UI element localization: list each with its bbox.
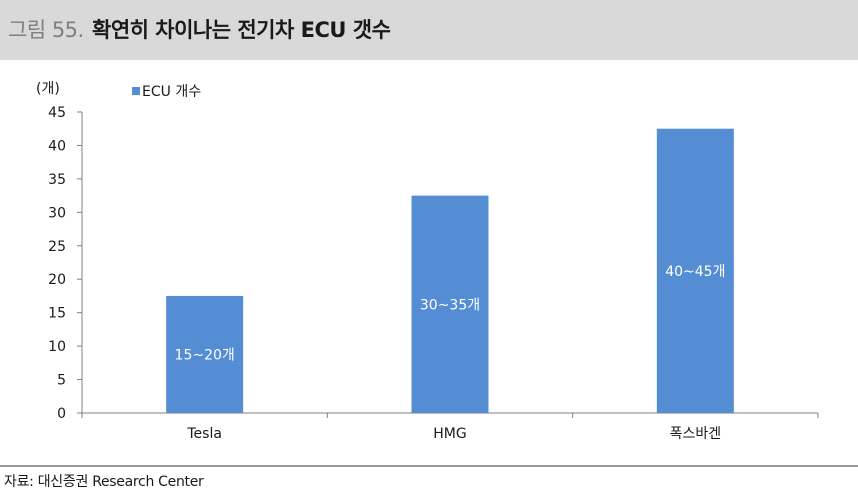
y-axis: 0 5 10 15 20 25 30 35 40 45 (개): [36, 81, 83, 422]
figure-title: 확연히 차이나는 전기차 ECU 갯수: [92, 18, 391, 42]
bar-2: [656, 128, 734, 413]
y-tick-label: 10: [48, 339, 66, 355]
source-note: 자료: 대신증권 Research Center: [4, 474, 204, 490]
figure-number: 그림 55.: [8, 18, 84, 42]
y-tick-label: 40: [48, 138, 66, 154]
x-category-label: 폭스바겐: [670, 426, 722, 442]
y-tick-label: 0: [57, 406, 66, 422]
y-tick-label: 15: [48, 306, 66, 322]
y-tick-label: 25: [48, 239, 66, 255]
legend: ECU 개수: [132, 84, 201, 100]
bars: 15~20개 30~35개 40~45개: [166, 128, 734, 413]
y-tick-label: 45: [48, 105, 66, 121]
y-axis-unit: (개): [36, 81, 60, 97]
bar-data-label: 15~20개: [175, 347, 235, 363]
bar-data-label: 40~45개: [665, 264, 725, 280]
legend-swatch: [132, 87, 140, 95]
bar-1: [411, 195, 489, 413]
x-category-label: HMG: [433, 426, 466, 442]
y-tick-label: 20: [48, 272, 66, 288]
y-tick-label: 35: [48, 172, 66, 188]
x-axis: Tesla HMG 폭스바겐: [81, 412, 819, 442]
bar-chart: 0 5 10 15 20 25 30 35 40 45 (개) Tesla HMG 폭스바겐 15~20…: [36, 81, 819, 442]
legend-label: ECU 개수: [142, 84, 201, 100]
source-divider: [0, 465, 858, 467]
figure-header: 그림 55. 확연히 차이나는 전기차 ECU 갯수: [0, 0, 858, 60]
y-tick-label: 5: [57, 373, 66, 389]
bar-data-label: 30~35개: [420, 297, 480, 313]
bar-0: [166, 295, 244, 413]
y-tick-label: 30: [48, 205, 66, 221]
x-category-label: Tesla: [186, 426, 222, 442]
